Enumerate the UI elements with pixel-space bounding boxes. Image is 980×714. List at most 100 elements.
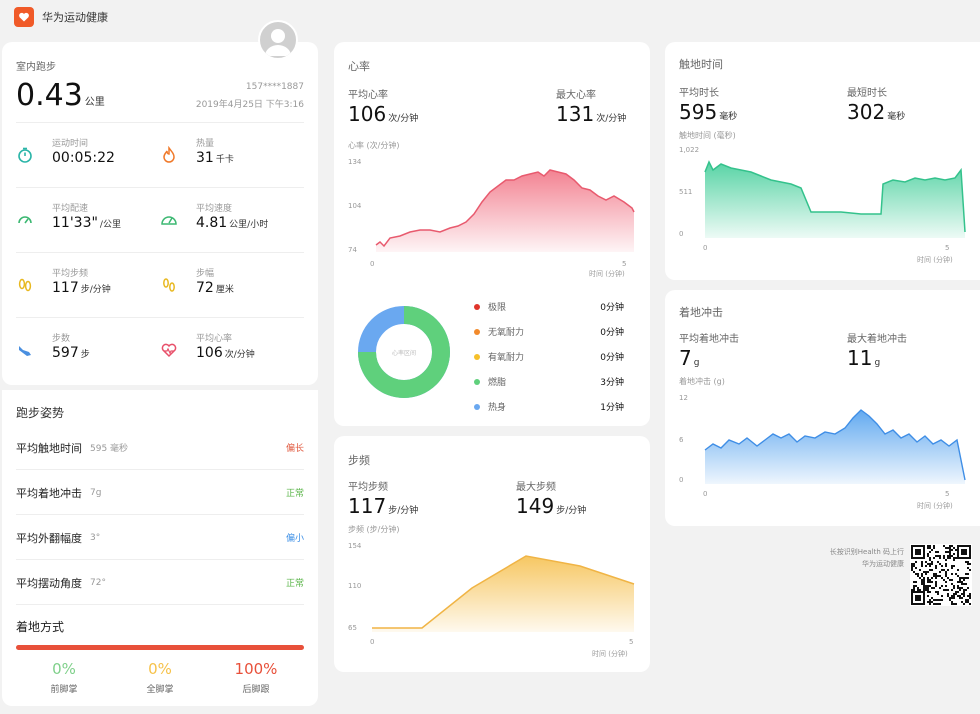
x-end-label: 5 [945,490,949,498]
zone-name: 有氧耐力 [488,353,525,363]
distance-value: 0.43 [16,78,83,113]
metric-value: 11'33" [52,215,98,231]
zone-dot [474,328,480,335]
x-axis-title: 时间 (分钟) [592,649,628,658]
metric-label: 运动时间 [52,139,89,149]
strike-bar [16,645,304,650]
metric-flame: 热量 31 千卡 [160,136,310,176]
strike-label: 全脚掌 [146,685,174,695]
y-tick-label: 6 [679,436,684,444]
metric-label: 平均速度 [196,204,233,214]
metric-unit: 次/分钟 [224,350,255,360]
footprints-icon [16,276,34,298]
zone-dot [474,303,480,310]
y-tick-label: 154 [348,542,362,550]
zone-dot [474,353,480,360]
metric-value: 106 [196,345,223,361]
impact-chart: 12 6 0 0 5 时间 (分钟) [679,394,966,510]
heart-zone-legend: 极限 0分钟 无氧耐力 0分钟 有氧耐力 0分钟 燃脂 3分钟 热身 1分钟 [474,294,624,419]
impact-avg-label: 平均着地冲击 [679,334,739,345]
posture-label: 平均着地冲击 [16,486,82,500]
zone-burn-slice [358,306,450,398]
zone-value: 0分钟 [600,328,624,338]
contact-time-card: 触地时间 平均时长 595 毫秒 最短时长 302 毫秒 触地时间 (毫秒) 1… [665,42,980,280]
contact-avg-unit: 毫秒 [719,112,738,122]
cadence-avg-value: 117 [348,494,387,518]
zone-value: 1分钟 [600,403,624,413]
metric-value: 72 [196,280,214,296]
heart-max-unit: 次/分钟 [596,114,627,124]
posture-value: 72° [90,577,106,588]
contact-title: 触地时间 [679,58,723,71]
posture-value: 595 毫秒 [90,444,129,454]
summary-card: 室内跑步 0.43 公里 157****1887 2019年4月25日 下午3:… [2,20,318,385]
contact-min-value: 302 [847,100,886,124]
workout-title: 室内跑步 [16,62,56,73]
row-divider [16,317,304,318]
zone-value: 0分钟 [600,353,624,363]
y-tick-label: 0 [679,476,683,484]
contact-min-label: 最短时长 [847,88,887,99]
heart-axis-title: 心率 (次/分钟) [348,141,400,150]
metric-label: 平均配速 [52,204,89,214]
metric-speedometer: 平均速度 4.81 公里/小时 [160,201,310,241]
stopwatch-icon [16,146,34,168]
y-tick-label: 1,022 [679,146,699,154]
impact-title: 着地冲击 [679,306,723,319]
avatar-icon [265,29,291,56]
qr-code-icon[interactable] [910,544,972,606]
metric-label: 平均步频 [52,269,89,279]
metric-footprints: 平均步频 117 步/分钟 [16,266,166,306]
impact-max-value: 11 [847,346,873,370]
app-logo-icon [14,7,34,27]
footer-caption: 长按识别Health 码上行 华为运动健康 [800,546,904,570]
strike-label: 后脚跟 [242,685,270,695]
flame-icon [160,145,178,168]
heart-avg-label: 平均心率 [348,90,388,101]
posture-label: 平均外翻幅度 [16,531,82,545]
cadence-chart: 154 110 65 0 5 时间 (分钟) [348,542,635,658]
impact-max-unit: g [874,358,881,368]
avatar[interactable] [258,20,298,60]
zone-dot [474,378,480,385]
metric-value: 4.81 [196,215,228,231]
y-tick-label: 110 [348,582,361,590]
impact-avg-unit: g [693,358,700,368]
cadence-avg-unit: 步/分钟 [388,506,419,516]
cadence-avg-label: 平均步频 [348,482,388,493]
impact-line [704,409,966,481]
posture-label: 平均触地时间 [16,441,82,455]
metric-unit: 步/分钟 [80,285,111,295]
strike-pct: 0% [148,660,172,678]
donut-center-label: 心率区间 [392,349,416,357]
heart-rate-card: 心率 平均心率 106 次/分钟 最大心率 131 次/分钟 心率 (次/分钟)… [334,42,650,426]
cadence-line [372,555,635,629]
workout-datetime: 2019年4月25日 下午3:16 [195,100,304,110]
row-divider [16,187,304,188]
cadence-max-label: 最大步频 [516,482,556,493]
row-divider [16,252,304,253]
cadence-max-value: 149 [516,494,555,518]
y-tick-label: 65 [348,624,357,632]
posture-row: 平均触地时间 595 毫秒 偏长 [16,426,304,470]
posture-status: 偏小 [285,534,304,544]
x-start-label: 0 [370,260,374,268]
pace-icon [16,211,34,233]
app-name: 华为运动健康 [42,11,108,24]
zone-row: 极限 0分钟 [474,294,624,319]
strike-label: 前脚掌 [50,685,78,695]
heart-rate-line [375,169,635,248]
posture-label: 平均摆动角度 [16,576,82,590]
x-axis-title: 时间 (分钟) [917,501,953,510]
contact-min-unit: 毫秒 [887,112,906,122]
impact-area [705,410,965,484]
cadence-title: 步频 [348,454,370,467]
zone-name: 极限 [488,303,507,313]
posture-value: 7g [90,487,102,498]
heart-rate-area [376,170,634,252]
metric-unit: 步 [80,350,90,360]
impact-axis-title: 着地冲击 (g) [679,377,725,386]
y-tick-label: 134 [348,158,362,166]
heart-avg-unit: 次/分钟 [388,114,419,124]
contact-time-line [704,160,966,233]
